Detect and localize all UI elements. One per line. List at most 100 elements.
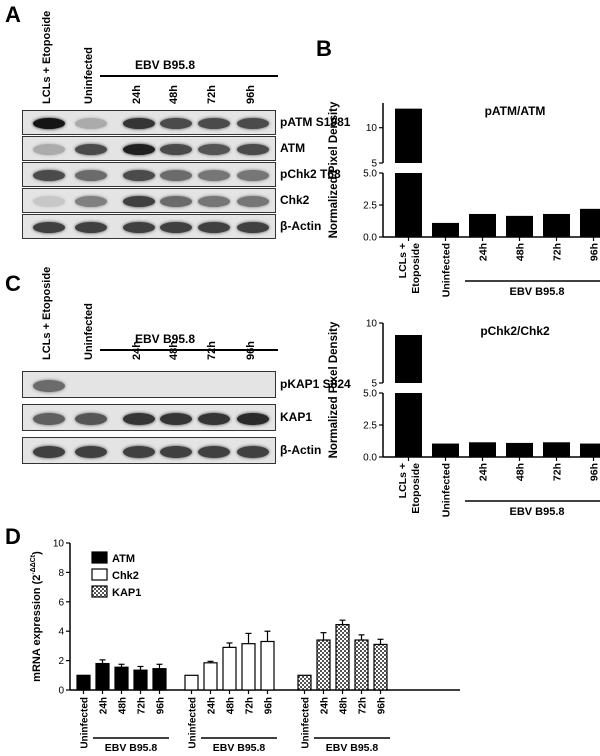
- panel-a-band: [33, 222, 65, 233]
- bar: [114, 666, 129, 691]
- panel-a-lane-label-0: LCLs + Etoposide: [41, 10, 53, 104]
- x-tick-label: 96h: [377, 697, 388, 714]
- panel-c-blot-label-0: pKAP1 S824: [280, 376, 351, 391]
- bar: [241, 643, 256, 691]
- panel-a-western-blot: LCLs + Etoposide Uninfected 24h 48h 72h 96h EB…: [0, 0, 350, 260]
- group-label: EBV B95.8: [326, 742, 379, 754]
- panel-a-blot-label-1: ATM: [280, 140, 306, 155]
- legend-swatch: [91, 551, 108, 564]
- panel-a-band: [123, 118, 155, 129]
- panel-a-band: [198, 222, 230, 233]
- panel-a-group-label: EBV B95.8: [135, 58, 196, 72]
- y-tick-label: 8: [58, 568, 64, 579]
- x-tick-label: Uninfected: [80, 697, 91, 749]
- panel-c-band: [160, 413, 192, 425]
- panel-a-band: [33, 118, 65, 129]
- x-tick-label: 72h: [552, 463, 564, 481]
- panel-c-group-label: EBV B95.8: [135, 332, 196, 346]
- panel-a-lane-label-1: Uninfected: [83, 47, 95, 104]
- bar: [395, 393, 422, 457]
- legend-swatch: [91, 585, 108, 598]
- panel-a-band: [75, 118, 107, 129]
- panel-a-band: [198, 196, 230, 207]
- x-tick-label: Uninfected: [188, 697, 199, 749]
- panel-c-lane-label-0: LCLs + Etoposide: [41, 266, 53, 360]
- panel-c-band: [198, 446, 230, 458]
- bar: [133, 669, 148, 691]
- x-tick-label: 72h: [245, 697, 256, 714]
- chart-patm-atm: 5 10 0.0 2.5 5.0 Normalized Pixel Density pATM…: [328, 101, 600, 298]
- panel-a-blot-label-4: β-Actin: [280, 218, 322, 233]
- panel-d-label: D: [5, 524, 21, 549]
- x-tick-label: 96h: [589, 243, 600, 261]
- y-tick-label: 2: [58, 656, 64, 667]
- bar: [152, 668, 167, 691]
- x-tick-label: 96h: [264, 697, 275, 714]
- x-tick-label: Uninfected: [441, 243, 453, 297]
- panel-a-band: [160, 170, 192, 181]
- panel-a-band: [123, 222, 155, 233]
- panel-c-blot-label-1: KAP1: [280, 409, 313, 424]
- panel-a-band: [160, 222, 192, 233]
- chart-pchk2-chk2: 5 10 0.0 2.5 5.0 Normalized Pixel Density pChk…: [328, 319, 600, 518]
- y-tick-label: 10: [366, 319, 378, 330]
- panel-a-band: [198, 144, 230, 155]
- panel-c-lane-label-1: Uninfected: [83, 303, 95, 360]
- panel-c-blot-0: [22, 371, 276, 398]
- x-tick-label: Uninfected: [301, 697, 312, 749]
- bar: [373, 643, 388, 691]
- x-tick-label: 72h: [358, 697, 369, 714]
- panel-c-blot-2: [22, 437, 276, 464]
- y-tick-label: 6: [58, 597, 64, 608]
- panel-a-blot-label-3: Chk2: [280, 192, 310, 207]
- legend-label: Chk2: [112, 570, 139, 582]
- bar: [354, 639, 369, 691]
- bar: [76, 674, 91, 691]
- panel-a-band: [237, 144, 269, 155]
- x-tick-label: LCLs +: [397, 463, 409, 498]
- panel-a-band: [75, 170, 107, 181]
- panel-c-western-blot: LCLs + EtoposideUninfected24h48h72h96hEB…: [0, 262, 351, 487]
- panel-a-lane-label-2: 24h: [131, 85, 143, 104]
- y-tick-label: 2.5: [363, 201, 377, 212]
- y-tick-label: 10: [366, 123, 378, 134]
- bar: [580, 208, 600, 237]
- panel-c-band: [123, 413, 155, 425]
- panel-b-label: B: [316, 36, 332, 61]
- panel-a-label: A: [5, 2, 21, 27]
- x-tick-label: 48h: [515, 463, 527, 481]
- bar: [184, 674, 199, 691]
- bar: [543, 213, 570, 237]
- panel-a-band: [237, 196, 269, 207]
- y-tick-label: 5: [371, 379, 377, 390]
- x-tick-label: Etoposide: [410, 463, 422, 514]
- panel-a-blot-3: [22, 188, 276, 213]
- panel-a-blot-2: [22, 162, 276, 187]
- panel-a-lane-label-5: 96h: [245, 85, 257, 104]
- chart-title: pChk2/Chk2: [480, 324, 550, 338]
- bar: [95, 662, 110, 691]
- bar: [580, 443, 600, 457]
- y-tick-label: 4: [58, 627, 64, 638]
- panel-c-band: [33, 446, 65, 458]
- group-label: EBV B95.8: [509, 506, 564, 518]
- panel-a-blot-0: [22, 110, 276, 135]
- panel-a-band: [237, 170, 269, 181]
- panel-a-group-line: [100, 75, 278, 77]
- chart-title: pATM/ATM: [485, 104, 546, 118]
- panel-a-band: [75, 144, 107, 155]
- panel-a-blot-4: [22, 214, 276, 239]
- panel-c-band: [237, 446, 269, 458]
- x-tick-label: 48h: [226, 697, 237, 714]
- y-tick-label: 2.5: [363, 421, 377, 432]
- bar: [543, 442, 570, 457]
- x-tick-label: 48h: [515, 243, 527, 261]
- panel-c-blot-1: [22, 404, 276, 431]
- x-tick-label: 72h: [137, 697, 148, 714]
- bar: [395, 108, 422, 163]
- bar: [395, 173, 422, 237]
- x-tick-label: 24h: [99, 697, 110, 714]
- group-label: EBV B95.8: [509, 286, 564, 298]
- x-tick-label: 24h: [207, 697, 218, 714]
- x-tick-label: 72h: [552, 243, 564, 261]
